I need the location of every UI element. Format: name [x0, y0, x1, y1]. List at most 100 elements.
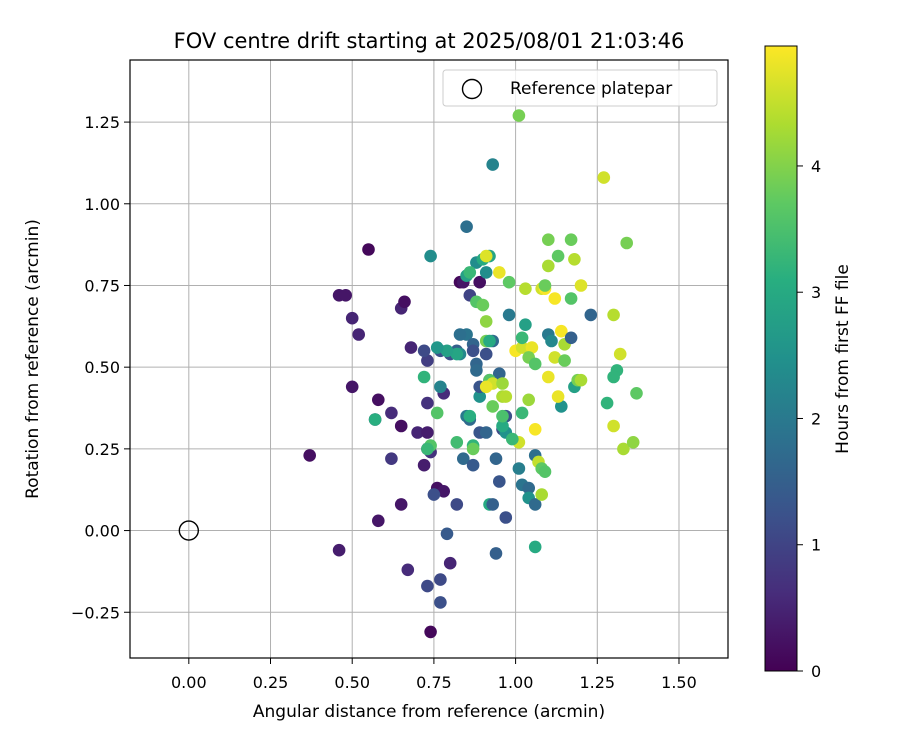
scatter-point [620, 236, 633, 250]
scatter-point [352, 328, 366, 341]
scatter-point [434, 380, 447, 394]
scatter-point [479, 380, 493, 394]
colorbar-tick-label: 2 [811, 409, 821, 428]
scatter-point [542, 259, 555, 273]
scatter-point [493, 266, 506, 279]
scatter-point [499, 390, 513, 403]
scatter-point [339, 289, 353, 302]
y-axis-ticks: −0.25 0.00 0.25 0.50 0.75 1.00 1.25 [71, 113, 130, 622]
scatter-point [362, 243, 375, 256]
scatter-point [584, 308, 598, 322]
scatter-points [303, 109, 643, 639]
scatter-point [466, 344, 480, 358]
colorbar-gradient [764, 45, 798, 672]
scatter-point [421, 354, 434, 367]
scatter-point [613, 347, 627, 361]
x-tick-label: 0.25 [253, 673, 289, 692]
scatter-point [496, 409, 509, 423]
scatter-point [564, 292, 578, 305]
scatter-point [424, 625, 437, 639]
chart-title: FOV centre drift starting at 2025/08/01 … [174, 29, 685, 53]
scatter-point [332, 543, 346, 557]
scatter-point [502, 275, 516, 289]
scatter-point [473, 390, 487, 403]
y-tick-label: 0.00 [84, 522, 120, 541]
scatter-point [421, 396, 434, 410]
colorbar-tick-label: 1 [811, 536, 821, 555]
scatter-point [558, 354, 571, 367]
x-tick-label: 0.50 [334, 673, 370, 692]
scatter-point [466, 458, 480, 472]
scatter-point [528, 540, 542, 554]
scatter-point [574, 279, 588, 292]
scatter-point [417, 458, 431, 472]
scatter-point [486, 158, 500, 171]
scatter-point [417, 344, 431, 358]
scatter-point [607, 419, 620, 433]
scatter-point [538, 279, 552, 292]
scatter-point [460, 220, 473, 233]
scatter-point [499, 511, 513, 524]
scatter-point [493, 475, 506, 488]
legend-reference-marker [461, 78, 483, 100]
scatter-point [466, 442, 480, 456]
y-axis-label: Rotation from reference (arcmin) [23, 219, 43, 499]
scatter-point [597, 171, 611, 184]
colorbar: 0 1 2 3 4 Hours from first FF file [764, 45, 853, 681]
scatter-point [512, 462, 526, 475]
scatter-point [512, 109, 526, 122]
scatter-point [398, 295, 411, 309]
scatter-point [453, 328, 467, 341]
scatter-point [394, 419, 408, 433]
colorbar-tick-label: 4 [811, 157, 821, 176]
y-tick-label: 1.25 [84, 113, 120, 132]
colorbar-label: Hours from first FF file [833, 264, 853, 454]
scatter-point [450, 347, 464, 361]
y-tick-label: 1.00 [84, 195, 120, 214]
colorbar-tick-label: 0 [811, 662, 821, 681]
scatter-point [483, 334, 496, 348]
scatter-point [496, 377, 509, 390]
scatter-point [515, 331, 529, 345]
scatter-point [345, 380, 359, 394]
scatter-point [476, 298, 490, 312]
y-tick-label: 0.25 [84, 440, 120, 459]
y-tick-label: 0.50 [84, 358, 120, 377]
scatter-point [394, 498, 408, 511]
scatter-point [443, 556, 457, 570]
scatter-point [542, 233, 555, 246]
legend-box [442, 69, 718, 107]
reference-platepar-marker [178, 520, 200, 541]
scatter-point [421, 426, 434, 439]
x-tick-label: 1.50 [661, 673, 697, 692]
scatter-point [522, 481, 535, 495]
scatter-point [525, 341, 539, 354]
scatter-point [551, 390, 565, 403]
scatter-point [430, 341, 444, 354]
reference-marker-group [178, 520, 200, 541]
scatter-point [479, 426, 493, 439]
scatter-point [502, 308, 516, 322]
scatter-point [440, 344, 454, 358]
scatter-point [372, 514, 385, 528]
scatter-point [506, 432, 519, 446]
scatter-point [470, 364, 483, 377]
scatter-point [489, 547, 503, 560]
scatter-point [401, 563, 415, 577]
scatter-point [489, 452, 503, 466]
scatter-point [538, 465, 552, 479]
scatter-point [385, 406, 398, 420]
scatter-point [528, 498, 542, 511]
scatter-point [548, 292, 562, 305]
scatter-point [617, 442, 630, 456]
scatter-point [424, 249, 437, 263]
scatter-point [607, 370, 620, 384]
scatter-point [434, 573, 447, 586]
scatter-point [479, 347, 493, 361]
y-tick-label: −0.25 [71, 603, 120, 622]
scatter-point [427, 488, 441, 501]
scatter-point [493, 367, 506, 381]
scatter-point [607, 308, 620, 322]
scatter-point [486, 498, 500, 511]
